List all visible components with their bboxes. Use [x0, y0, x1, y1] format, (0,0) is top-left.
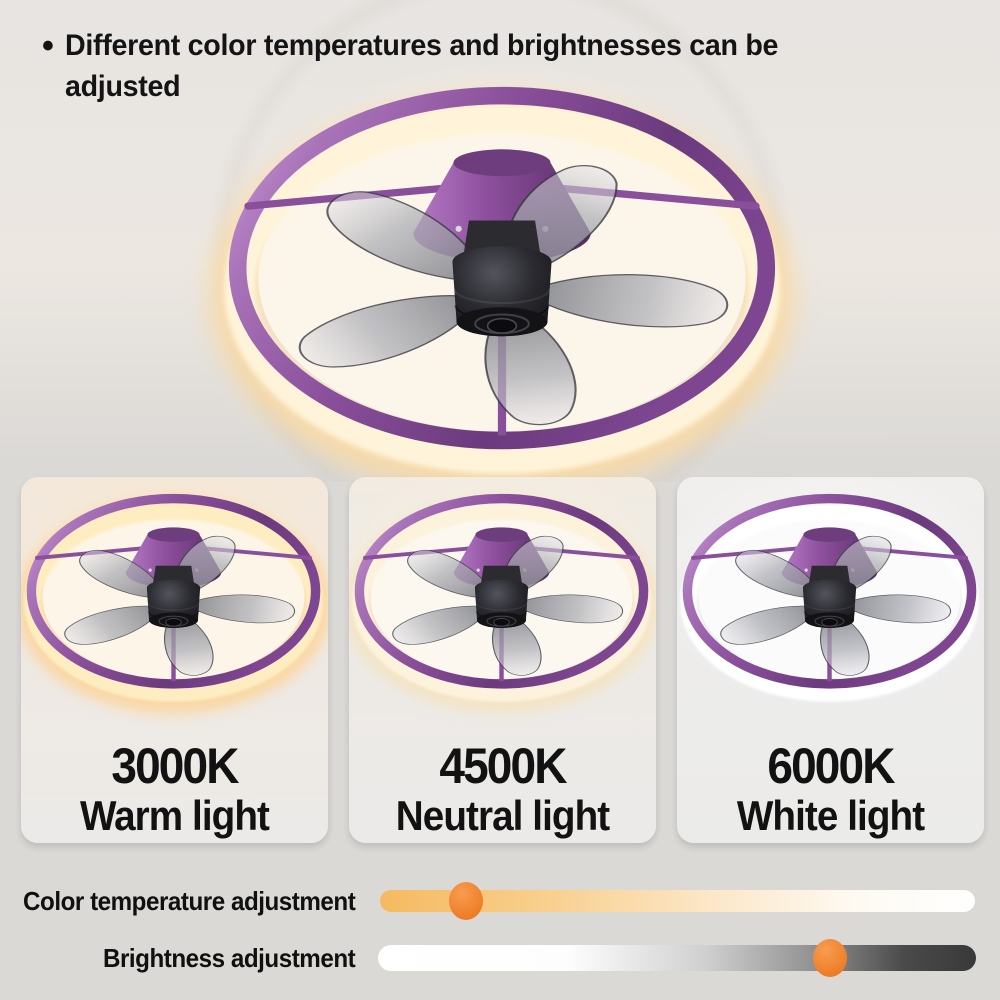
- ceiling-fan-image-white: [677, 488, 984, 710]
- brightness-slider-handle[interactable]: [813, 939, 848, 977]
- headline-line2: adjusted: [65, 69, 181, 103]
- color-temp-panel-warm: 3000K Warm light: [21, 477, 328, 843]
- light-mode-label: Warm light: [79, 792, 270, 839]
- color-temperature-slider-handle[interactable]: [449, 882, 484, 920]
- headline-line1: Different color temperatures and brightn…: [65, 29, 779, 62]
- light-mode-label: White light: [736, 792, 925, 839]
- kelvin-value: 3000K: [111, 738, 239, 794]
- panel-caption: 3000K Warm light: [33, 740, 315, 840]
- ceiling-fan-image-warm: [21, 488, 328, 710]
- panel-caption: 6000K White light: [689, 740, 971, 840]
- kelvin-value: 4500K: [439, 738, 567, 794]
- color-temp-panel-white: 6000K White light: [677, 477, 984, 843]
- ceiling-fan-image-neutral: [349, 488, 656, 710]
- hero-section: • Different color temperatures and brigh…: [0, 0, 1000, 482]
- bullet-point: •: [42, 27, 54, 65]
- brightness-slider[interactable]: [378, 939, 976, 977]
- kelvin-value: 6000K: [767, 738, 895, 794]
- light-mode-label: Neutral light: [395, 792, 610, 839]
- feature-headline: • Different color temperatures and brigh…: [42, 26, 800, 107]
- brightness-slider-label: Brightness adjustment: [102, 943, 356, 973]
- color-temperature-slider-label: Color temperature adjustment: [22, 886, 356, 916]
- headline-text: Different color temperatures and brightn…: [65, 26, 778, 107]
- panel-caption: 4500K Neutral light: [361, 740, 643, 840]
- color-temp-panel-neutral: 4500K Neutral light: [349, 477, 656, 843]
- ceiling-fan-image-main: [192, 76, 812, 489]
- color-temperature-slider[interactable]: [380, 882, 975, 920]
